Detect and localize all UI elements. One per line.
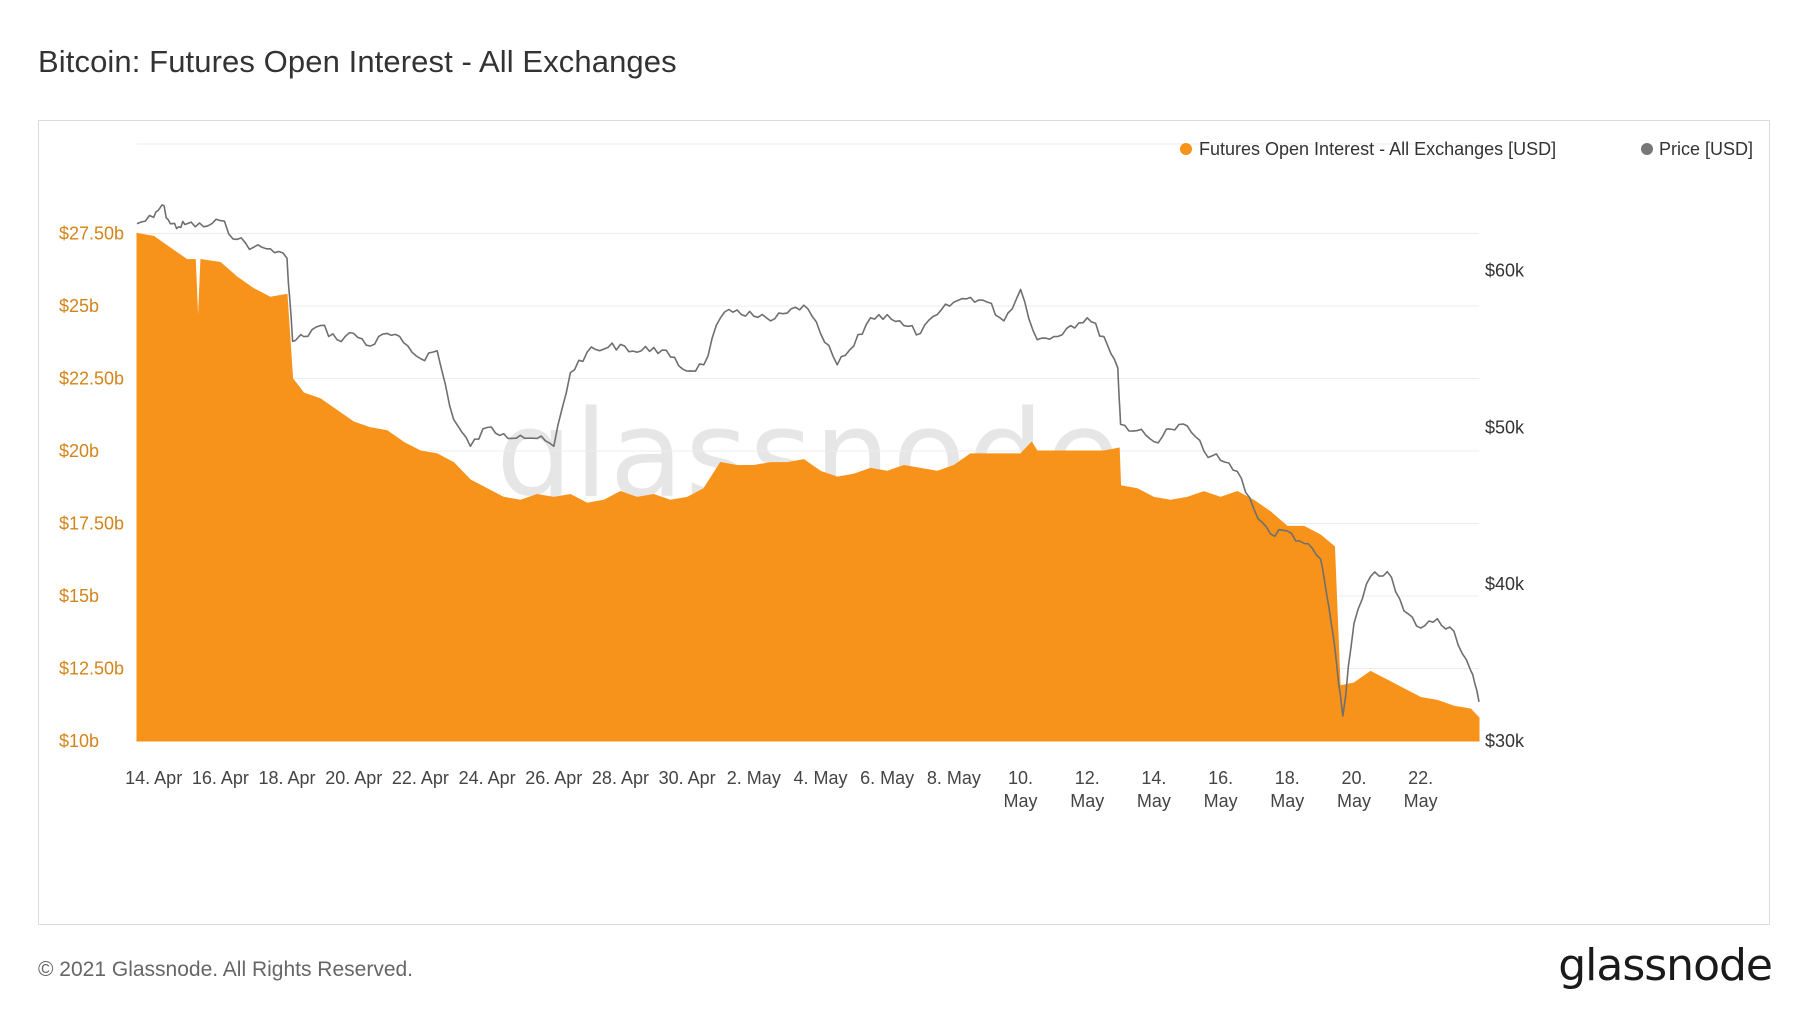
price-line	[136, 204, 1480, 717]
x-axis-tick-label: 28. Apr	[592, 768, 649, 788]
x-axis-tick-label: 12. May	[1070, 768, 1104, 811]
left-axis-tick-label: $17.50b	[59, 514, 124, 534]
legend-marker-open-interest	[1180, 143, 1192, 155]
x-axis-tick-label: 18. Apr	[259, 768, 316, 788]
left-axis-tick-label: $12.50b	[59, 659, 124, 679]
left-axis-tick-label: $27.50b	[59, 224, 124, 244]
x-axis-tick-label: 6. May	[860, 768, 914, 788]
legend-label-open-interest: Futures Open Interest - All Exchanges [U…	[1199, 139, 1556, 159]
left-axis-tick-label: $25b	[59, 296, 99, 316]
x-axis-tick-label: 30. Apr	[659, 768, 716, 788]
x-axis-tick-label: 20. Apr	[325, 768, 382, 788]
left-axis-tick-label: $15b	[59, 586, 99, 606]
x-axis-tick-label: 22. Apr	[392, 768, 449, 788]
x-axis-tick-label: 10. May	[1004, 768, 1038, 811]
right-axis-tick-label: $40k	[1485, 574, 1525, 594]
legend-marker-price	[1641, 143, 1653, 155]
x-axis-tick-label: 18. May	[1270, 768, 1304, 811]
left-axis-tick-label: $22.50b	[59, 369, 124, 389]
brand-logo: glassnode	[1558, 940, 1773, 991]
right-axis-tick-label: $60k	[1485, 261, 1525, 281]
x-axis-tick-label: 4. May	[793, 768, 847, 788]
page-title: Bitcoin: Futures Open Interest - All Exc…	[38, 44, 677, 79]
legend-label-price: Price [USD]	[1659, 139, 1753, 159]
x-axis-tick-label: 22. May	[1404, 768, 1438, 811]
open-interest-area	[136, 232, 1480, 742]
x-axis-tick-label: 24. Apr	[459, 768, 516, 788]
x-axis-tick-label: 16. Apr	[192, 768, 249, 788]
chart-frame: glassnode $10b $12.50b $15b $17.50b $20b $22.5…	[38, 120, 1770, 925]
x-axis-tick-label: 26. Apr	[525, 768, 582, 788]
left-axis-tick-label: $20b	[59, 441, 99, 461]
x-axis-tick-label: 14. Apr	[125, 768, 182, 788]
right-axis-tick-label: $50k	[1485, 417, 1525, 437]
x-axis-tick-label: 8. May	[927, 768, 981, 788]
left-axis-tick-label: $10b	[59, 731, 99, 751]
x-axis-tick-label: 2. May	[727, 768, 781, 788]
chart-svg: glassnode$10b$12.50b$15b$17.50b$20b$22.5…	[59, 139, 1753, 811]
x-axis-tick-label: 20. May	[1337, 768, 1371, 811]
copyright-text: © 2021 Glassnode. All Rights Reserved.	[38, 958, 414, 981]
right-axis-tick-label: $30k	[1485, 731, 1525, 751]
x-axis-tick-label: 16. May	[1204, 768, 1238, 811]
x-axis-tick-label: 14. May	[1137, 768, 1171, 811]
